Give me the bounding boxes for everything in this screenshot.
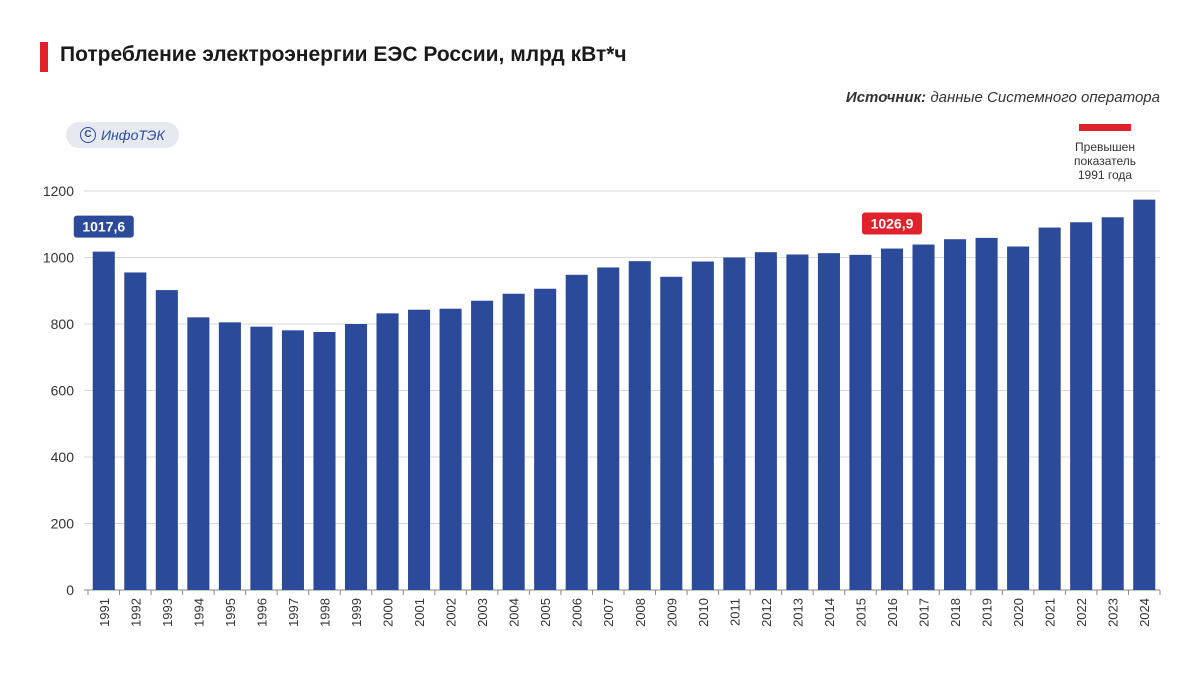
logo-text: ИнфоТЭК [101,127,165,143]
bar [218,322,241,590]
source-text: данные Системного оператора [930,89,1160,106]
bar [817,253,840,591]
x-tick-label: 2007 [601,598,616,627]
y-tick-label: 0 [66,582,74,598]
title-accent-bar [40,42,48,72]
x-tick-label: 2013 [790,598,805,627]
y-tick-label: 1000 [43,250,74,266]
x-tick-label: 2021 [1043,598,1058,627]
legend-text: Превышен показатель 1991 года [1073,140,1137,182]
x-tick-label: 2000 [381,598,396,627]
x-tick-label: 2003 [475,598,490,627]
x-tick-label: 2017 [917,598,932,627]
source-note: Источник: данные Системного оператора [846,89,1160,106]
bar [975,237,998,590]
bar [849,254,872,590]
bar [250,326,273,590]
copyright-icon: C [80,127,96,143]
y-tick-label: 400 [51,449,75,465]
x-tick-label: 2019 [980,598,995,627]
x-tick-label: 2020 [1011,598,1026,627]
y-tick-label: 800 [51,316,75,332]
bar [534,288,557,590]
x-tick-label: 2024 [1137,598,1152,627]
bar [691,261,714,590]
bar [344,324,368,590]
bar [124,272,147,590]
x-tick-label: 2006 [570,598,585,627]
x-tick-label: 2018 [948,598,963,627]
bar [597,267,620,590]
bar [754,252,777,590]
bar [660,276,683,590]
x-tick-label: 2014 [822,598,837,627]
bar [1007,246,1030,590]
x-tick-label: 1998 [317,598,332,627]
bar [408,309,431,590]
x-tick-label: 1999 [349,598,364,627]
bar [880,248,904,590]
x-tick-label: 2022 [1074,598,1089,627]
bar [471,300,494,590]
data-label: 1017,6 [82,219,125,235]
bar [281,330,304,590]
x-tick-label: 1997 [286,598,301,627]
bar [1101,217,1124,590]
x-tick-label: 2015 [853,598,868,627]
bar [723,257,746,590]
x-tick-label: 1991 [97,598,112,627]
x-tick-label: 2012 [759,598,774,627]
legend-swatch [1079,124,1131,131]
y-tick-label: 200 [51,516,75,532]
x-tick-label: 2011 [727,598,742,626]
x-tick-label: 2005 [538,598,553,627]
bar [313,331,336,590]
data-callout-box [862,212,922,235]
y-tick-label: 1200 [43,183,74,199]
x-tick-label: 1995 [223,598,238,627]
data-label: 1026,9 [871,216,914,232]
bar [439,308,462,590]
data-callout-box [73,215,134,238]
bar [565,274,588,590]
x-tick-label: 2023 [1106,598,1121,627]
legend: Превышен показатель 1991 года [1060,124,1150,182]
x-tick-label: 1996 [254,598,269,627]
bar [1038,227,1061,590]
infotek-logo: C ИнфоТЭК [66,122,179,148]
x-tick-label: 2002 [444,598,459,627]
x-tick-label: 2010 [696,598,711,627]
x-tick-label: 1993 [160,598,175,627]
y-tick-label: 600 [51,383,75,399]
x-tick-label: 2009 [664,598,679,627]
bar [912,244,935,590]
x-tick-label: 1994 [191,598,206,627]
bar [155,290,178,590]
bar [628,261,651,590]
x-tick-label: 2004 [507,598,522,627]
chart-title: Потребление электроэнергии ЕЭС России, м… [60,43,627,66]
x-tick-label: 2008 [633,598,648,627]
x-tick-label: 2001 [412,598,427,627]
bar [92,251,115,590]
bar [502,293,525,590]
source-label: Источник: [845,89,927,106]
bar [786,254,809,590]
bar [944,239,967,590]
x-tick-label: 2016 [885,598,900,627]
bar [1070,222,1093,590]
bar [187,317,210,590]
bar [1133,199,1156,590]
bar [376,313,399,590]
x-tick-label: 1992 [128,598,143,627]
